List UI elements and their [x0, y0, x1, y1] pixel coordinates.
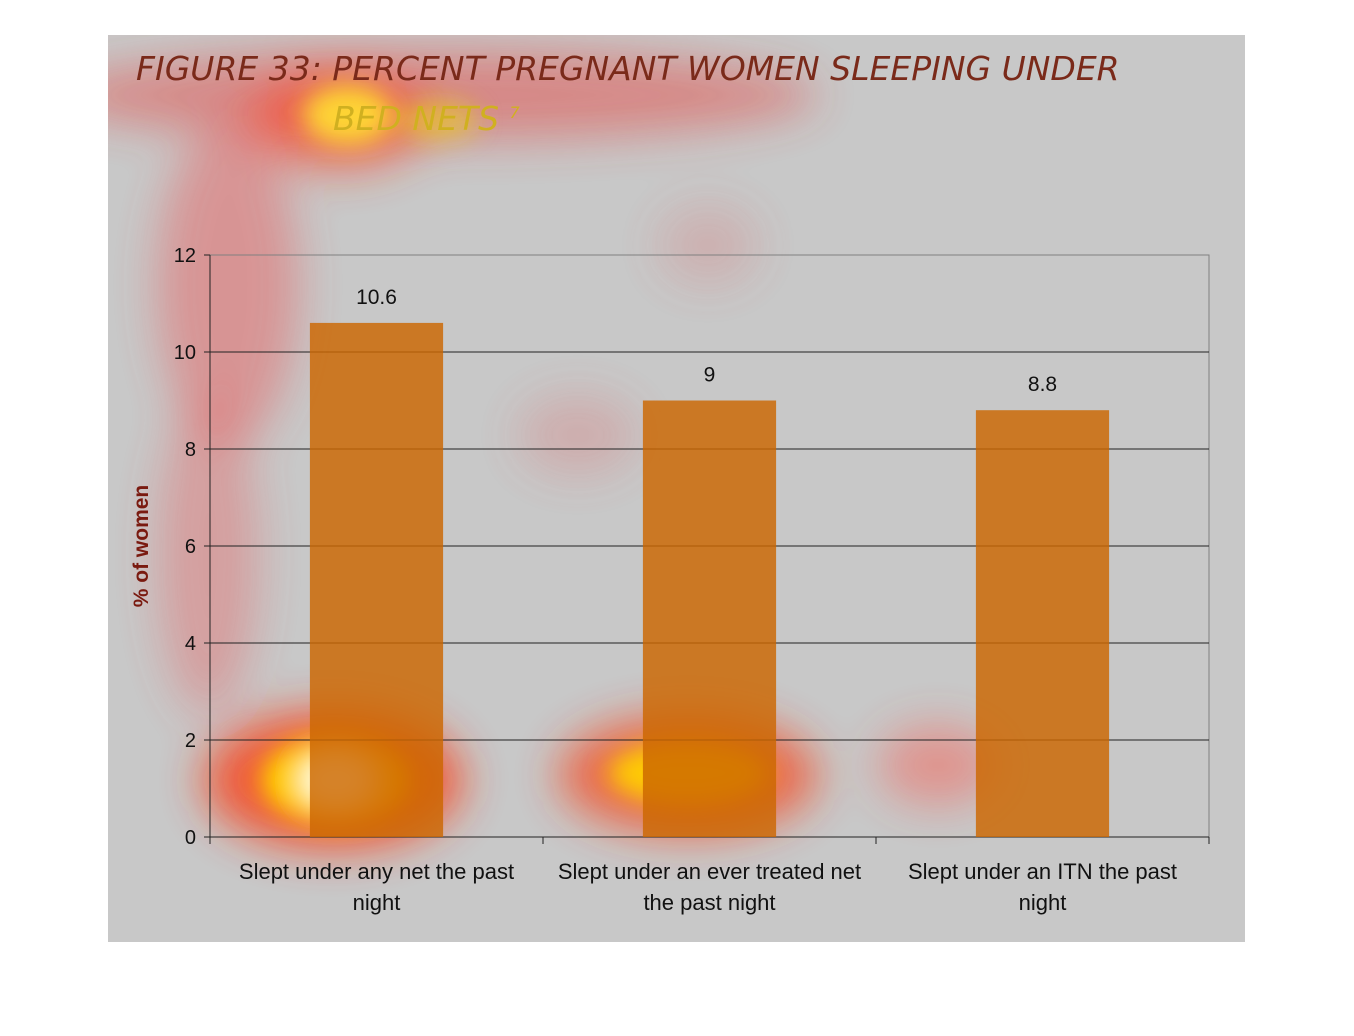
data-label-2: 9: [704, 364, 716, 387]
chart-title-line1: FIGURE 33: PERCENT PREGNANT WOMEN SLEEPI…: [136, 49, 1120, 88]
bar-3: [975, 410, 1110, 837]
y-tick-label-2: 2: [185, 730, 196, 752]
y-tick-label-8: 8: [185, 439, 196, 461]
chart-panel: FIGURE 33: PERCENT PREGNANT WOMEN SLEEPI…: [108, 35, 1245, 942]
x-category-label-2: Slept under an ever treated net the past…: [557, 859, 862, 915]
data-label-1: 10.6: [356, 286, 397, 309]
x-category-label-1: Slept under any net the past night: [238, 859, 515, 915]
y-tick-label-0: 0: [185, 827, 196, 849]
chart-title-line2: BED NETS 7: [333, 99, 520, 138]
data-label-3: 8.8: [1028, 373, 1057, 396]
bar-chart: 0 2 4 6 8 10 12 10.6 9 8.8 % of women: [130, 245, 1210, 849]
chart-title-line2-text: BED NETS: [333, 99, 500, 138]
title-footnote-marker: 7: [509, 103, 520, 122]
y-axis-label: % of women: [130, 485, 153, 608]
y-tick-label-6: 6: [185, 536, 196, 558]
x-category-label-3: Slept under an ITN the past night: [907, 859, 1178, 915]
y-tick-label-10: 10: [174, 342, 196, 364]
y-tick-label-4: 4: [185, 633, 196, 655]
y-tick-label-12: 12: [174, 245, 196, 267]
bar-1: [309, 322, 444, 837]
bar-2: [642, 400, 777, 837]
